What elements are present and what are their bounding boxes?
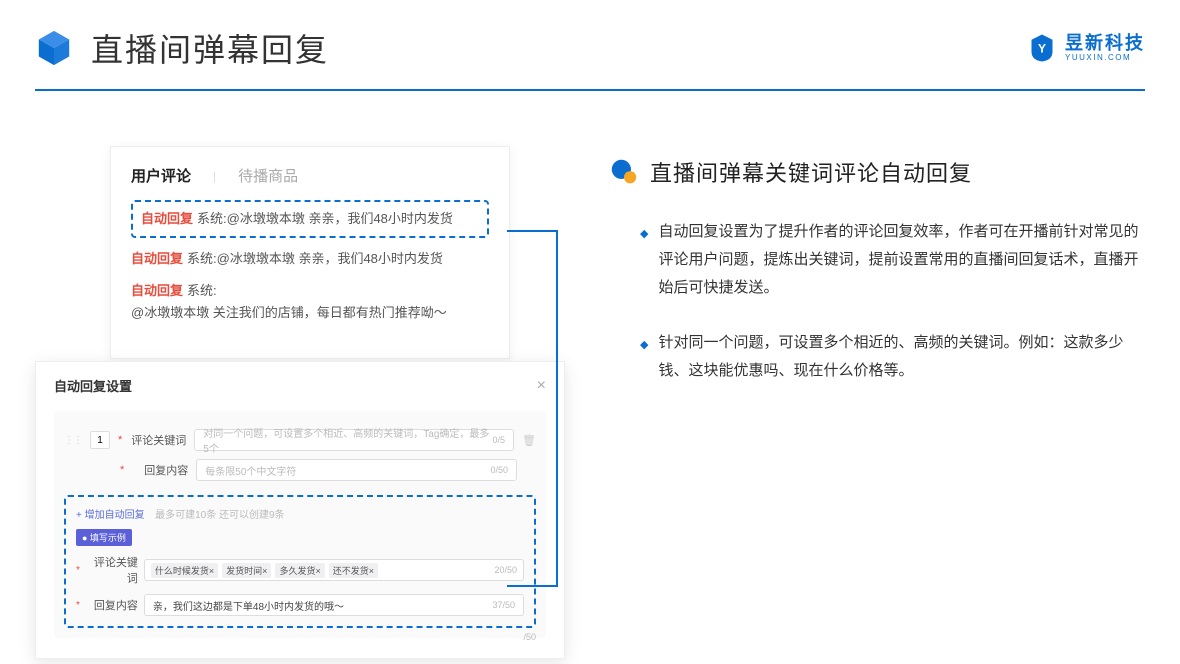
system-label: 系统: xyxy=(187,280,217,302)
close-icon[interactable]: × xyxy=(537,377,546,395)
example-content-row: * 回复内容 亲，我们这边都是下单48小时内发货的哦～ 37/50 xyxy=(76,594,524,616)
page-title: 直播间弹幕回复 xyxy=(91,25,329,71)
keyword-tag[interactable]: 发货时间× xyxy=(222,563,271,578)
required-star: * xyxy=(76,600,80,611)
brand-name-cn: 昱新科技 xyxy=(1065,34,1145,52)
drag-handle-icon[interactable]: ⋮⋮ xyxy=(64,435,82,446)
page-header: 直播间弹幕回复 Y 昱新科技 YUUXIN.COM xyxy=(0,0,1180,71)
example-content-input[interactable]: 亲，我们这边都是下单48小时内发货的哦～ 37/50 xyxy=(144,594,524,616)
content-placeholder: 每条限50个中文字符 xyxy=(205,463,296,478)
comment-row: 自动回复 系统: @冰墩墩本墩 亲亲，我们48小时内发货 xyxy=(141,208,479,230)
keyword-tag[interactable]: 什么时候发货× xyxy=(151,563,218,578)
explanation-panel: 直播间弹幕关键词评论自动回复 ◆ 自动回复设置为了提升作者的评论回复效率，作者可… xyxy=(610,146,1145,636)
example-content-text: 亲，我们这边都是下单48小时内发货的哦～ xyxy=(153,598,344,613)
chat-bubble-icon xyxy=(610,158,638,186)
keyword-input[interactable]: 对同一个问题，可设置多个相近、高频的关键词，Tag确定，最多5个 0/5 xyxy=(194,429,514,451)
example-keyword-label: 评论关键词 xyxy=(86,554,138,586)
comment-text: @冰墩墩本墩 亲亲，我们48小时内发货 xyxy=(217,248,443,270)
content-label: 回复内容 xyxy=(132,462,188,478)
settings-body: ⋮⋮ 1 * 评论关键词 对同一个问题，可设置多个相近、高频的关键词，Tag确定… xyxy=(54,411,546,638)
example-content-counter: 37/50 xyxy=(492,600,515,610)
section-title: 直播间弹幕关键词评论自动回复 xyxy=(650,156,972,188)
diamond-icon: ◆ xyxy=(640,224,648,301)
example-kw-counter: 20/50 xyxy=(494,565,517,575)
example-content-label: 回复内容 xyxy=(86,597,138,613)
sequence-number: 1 xyxy=(90,431,110,449)
keyword-placeholder: 对同一个问题，可设置多个相近、高频的关键词，Tag确定，最多5个 xyxy=(203,425,492,455)
brand-logo-icon: Y xyxy=(1027,33,1057,63)
diamond-icon: ◆ xyxy=(640,335,648,385)
comments-card: 用户评论 | 待播商品 自动回复 系统: @冰墩墩本墩 亲亲，我们48小时内发货… xyxy=(110,146,510,359)
auto-reply-badge: 自动回复 xyxy=(141,208,193,230)
bullet-item: ◆ 针对同一个问题，可设置多个相近的、高频的关键词。例如：这款多少钱、这块能优惠… xyxy=(640,329,1145,385)
section-head: 直播间弹幕关键词评论自动回复 xyxy=(610,156,1145,188)
settings-title: 自动回复设置 xyxy=(54,376,132,395)
keyword-tag[interactable]: 还不发货× xyxy=(329,563,378,578)
auto-reply-badge: 自动回复 xyxy=(131,248,183,270)
bullet-list: ◆ 自动回复设置为了提升作者的评论回复效率，作者可在开播前针对常见的评论用户问题… xyxy=(610,218,1145,385)
example-keyword-row: * 评论关键词 什么时候发货× 发货时间× 多久发货× 还不发货× 20/50 xyxy=(76,554,524,586)
brand-logo: Y 昱新科技 YUUXIN.COM xyxy=(1027,33,1145,63)
delete-icon[interactable]: 🗑 xyxy=(522,434,536,447)
svg-text:Y: Y xyxy=(1038,42,1046,56)
brand-name-en: YUUXIN.COM xyxy=(1065,54,1145,62)
add-note: 最多可建10条 还可以创建9条 xyxy=(155,510,284,521)
example-badge: ● 填写示例 xyxy=(76,529,132,546)
example-keyword-input[interactable]: 什么时候发货× 发货时间× 多久发货× 还不发货× 20/50 xyxy=(144,559,524,581)
header-left: 直播间弹幕回复 xyxy=(35,25,329,71)
cube-icon xyxy=(35,29,73,67)
highlighted-comment: 自动回复 系统: @冰墩墩本墩 亲亲，我们48小时内发货 xyxy=(131,200,489,238)
comment-text: @冰墩墩本墩 关注我们的店铺，每日都有热门推荐呦～ xyxy=(131,302,447,324)
content-counter: 0/50 xyxy=(490,465,508,475)
keyword-row: ⋮⋮ 1 * 评论关键词 对同一个问题，可设置多个相近、高频的关键词，Tag确定… xyxy=(64,429,536,451)
keyword-tag[interactable]: 多久发货× xyxy=(275,563,324,578)
bottom-counter: /50 xyxy=(523,632,536,642)
keyword-counter: 0/5 xyxy=(493,435,506,445)
comment-row: 自动回复 系统: @冰墩墩本墩 关注我们的店铺，每日都有热门推荐呦～ xyxy=(131,280,489,324)
required-star: * xyxy=(118,434,122,446)
system-label: 系统: xyxy=(197,208,227,230)
tab-separator: | xyxy=(213,169,216,183)
example-section: + 增加自动回复 最多可建10条 还可以创建9条 ● 填写示例 * 评论关键词 … xyxy=(64,495,536,628)
required-star: * xyxy=(76,565,80,576)
tab-pending-goods[interactable]: 待播商品 xyxy=(238,165,298,186)
screenshot-stack: 用户评论 | 待播商品 自动回复 系统: @冰墩墩本墩 亲亲，我们48小时内发货… xyxy=(35,146,565,636)
content-row: * 回复内容 每条限50个中文字符 0/50 xyxy=(64,459,536,481)
comment-row: 自动回复 系统: @冰墩墩本墩 亲亲，我们48小时内发货 xyxy=(131,248,489,270)
content-input[interactable]: 每条限50个中文字符 0/50 xyxy=(196,459,517,481)
keyword-label: 评论关键词 xyxy=(130,432,186,448)
bullet-item: ◆ 自动回复设置为了提升作者的评论回复效率，作者可在开播前针对常见的评论用户问题… xyxy=(640,218,1145,301)
comment-text: @冰墩墩本墩 亲亲，我们48小时内发货 xyxy=(227,208,453,230)
add-auto-reply-link[interactable]: + 增加自动回复 xyxy=(76,510,145,521)
bullet-text: 自动回复设置为了提升作者的评论回复效率，作者可在开播前针对常见的评论用户问题，提… xyxy=(658,218,1145,301)
system-label: 系统: xyxy=(187,248,217,270)
auto-reply-badge: 自动回复 xyxy=(131,280,183,302)
tab-user-comments[interactable]: 用户评论 xyxy=(131,165,191,186)
settings-card: 自动回复设置 × ⋮⋮ 1 * 评论关键词 对同一个问题，可设置多个相近、高频的… xyxy=(35,361,565,659)
required-star: * xyxy=(120,464,124,476)
comments-tabs: 用户评论 | 待播商品 xyxy=(131,165,489,186)
bullet-text: 针对同一个问题，可设置多个相近的、高频的关键词。例如：这款多少钱、这块能优惠吗、… xyxy=(658,329,1145,385)
